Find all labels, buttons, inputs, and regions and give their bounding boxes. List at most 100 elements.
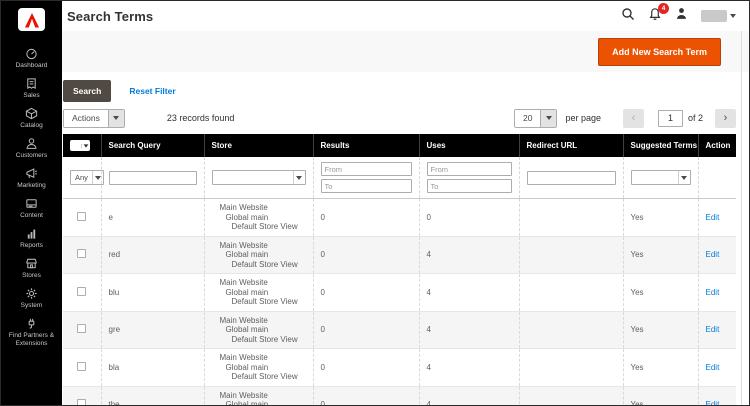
edit-link[interactable]: Edit bbox=[705, 400, 720, 406]
cell-redirect-url bbox=[518, 273, 623, 312]
cell-redirect-url bbox=[518, 348, 623, 387]
table-row: red Main Website Global main Default Sto… bbox=[63, 236, 736, 274]
sidebar-item-content[interactable]: Content bbox=[1, 197, 62, 227]
suggested-terms-filter-select[interactable] bbox=[630, 170, 691, 185]
adobe-logo[interactable] bbox=[18, 8, 45, 31]
edit-link[interactable]: Edit bbox=[705, 362, 720, 372]
sidebar-item-label: Reports bbox=[20, 242, 43, 249]
cell-store: Main Website Global main Default Store V… bbox=[203, 273, 313, 312]
column-header-search-query[interactable]: Search Query bbox=[101, 134, 205, 157]
results-to-input[interactable] bbox=[320, 179, 412, 193]
sidebar-item-label: Find Partners & Extensions bbox=[8, 332, 55, 347]
cell-store: Main Website Global main Default Store V… bbox=[203, 236, 313, 274]
row-checkbox[interactable] bbox=[77, 249, 87, 259]
cell-search-query: gre bbox=[100, 311, 204, 349]
edit-link[interactable]: Edit bbox=[705, 325, 720, 335]
next-page-button[interactable]: › bbox=[715, 108, 736, 128]
select-all-dropdown[interactable] bbox=[70, 140, 90, 151]
admin-user-icon[interactable] bbox=[675, 7, 688, 25]
search-button[interactable]: Search bbox=[63, 80, 112, 102]
cell-search-query: the bbox=[100, 386, 204, 405]
cell-results: 0 bbox=[312, 198, 419, 237]
card-icon bbox=[25, 197, 38, 210]
search-terms-grid: Search Query Store Results Uses Redirect… bbox=[63, 134, 736, 406]
results-from-input[interactable] bbox=[320, 162, 412, 176]
sidebar-item-stores[interactable]: Stores bbox=[1, 257, 62, 287]
search-icon[interactable] bbox=[621, 7, 635, 26]
any-filter-select[interactable]: Any bbox=[70, 170, 104, 185]
uses-to-input[interactable] bbox=[426, 179, 512, 193]
row-checkbox[interactable] bbox=[77, 324, 87, 334]
cell-redirect-url bbox=[518, 236, 623, 274]
per-page-select[interactable]: 20 bbox=[513, 108, 558, 128]
filter-actions: Search Reset Filter bbox=[63, 80, 749, 102]
cell-suggested-terms: Yes bbox=[622, 348, 698, 387]
add-new-search-term-button[interactable]: Add New Search Term bbox=[598, 37, 721, 66]
table-row: the Main Website Global main Default Sto… bbox=[63, 386, 736, 406]
edit-link[interactable]: Edit bbox=[705, 287, 720, 297]
cell-results: 0 bbox=[312, 348, 419, 387]
sidebar-item-reports[interactable]: Reports bbox=[1, 227, 62, 257]
column-header-results[interactable]: Results bbox=[313, 134, 420, 157]
column-header-suggested-terms[interactable]: Suggested Terms bbox=[623, 134, 699, 157]
user-menu[interactable] bbox=[701, 10, 736, 22]
column-header-action: Action bbox=[698, 134, 736, 157]
cell-search-query: red bbox=[100, 236, 204, 274]
bar-chart-icon bbox=[25, 227, 38, 240]
column-header-store[interactable]: Store bbox=[204, 134, 314, 157]
sidebar-item-sales[interactable]: Sales bbox=[1, 77, 62, 107]
megaphone-icon bbox=[25, 167, 38, 180]
sidebar-item-dashboard[interactable]: Dashboard bbox=[1, 47, 62, 77]
page-number-input[interactable] bbox=[657, 109, 683, 127]
gauge-icon bbox=[25, 47, 38, 60]
records-count: 23 records found bbox=[166, 113, 235, 123]
select-all-header bbox=[63, 134, 102, 157]
person-icon bbox=[25, 137, 38, 150]
page-header: Search Terms 4 bbox=[62, 1, 749, 31]
receipt-icon bbox=[25, 77, 38, 90]
grid-filter-row: Any bbox=[63, 157, 736, 199]
box-icon bbox=[25, 107, 38, 120]
sidebar-item-label: Catalog bbox=[20, 122, 43, 129]
row-checkbox[interactable] bbox=[77, 399, 87, 405]
sidebar-item-system[interactable]: System bbox=[1, 287, 62, 317]
chevron-down-icon bbox=[730, 14, 736, 18]
uses-from-input[interactable] bbox=[426, 162, 512, 176]
store-filter-select[interactable] bbox=[211, 170, 306, 185]
sidebar-item-customers[interactable]: Customers bbox=[1, 137, 62, 167]
cell-uses: 0 bbox=[418, 198, 519, 237]
chevron-down-icon bbox=[91, 171, 103, 184]
sidebar-nav: Dashboard Sales Catalog Customers bbox=[1, 1, 62, 405]
chevron-down-icon bbox=[540, 109, 557, 127]
edit-link[interactable]: Edit bbox=[705, 250, 720, 260]
grid-toolbar: Actions 23 records found 20 per page ‹ o… bbox=[63, 108, 736, 128]
table-row: gre Main Website Global main Default Sto… bbox=[63, 311, 736, 349]
cell-uses: 4 bbox=[418, 311, 519, 349]
column-header-redirect-url[interactable]: Redirect URL bbox=[519, 134, 624, 157]
search-query-filter-input[interactable] bbox=[108, 170, 197, 185]
table-row: e Main Website Global main Default Store… bbox=[63, 198, 736, 237]
sidebar-item-find-partners[interactable]: Find Partners & Extensions bbox=[1, 317, 62, 347]
row-checkbox[interactable] bbox=[77, 211, 87, 221]
cell-redirect-url bbox=[518, 198, 623, 237]
previous-page-button[interactable]: ‹ bbox=[622, 108, 644, 128]
cell-suggested-terms: Yes bbox=[622, 198, 698, 237]
actions-dropdown[interactable]: Actions bbox=[63, 108, 125, 128]
row-checkbox[interactable] bbox=[77, 286, 87, 296]
sidebar-item-catalog[interactable]: Catalog bbox=[1, 107, 62, 137]
redirect-url-filter-input[interactable] bbox=[526, 170, 616, 185]
row-checkbox[interactable] bbox=[77, 361, 87, 371]
cell-redirect-url bbox=[518, 386, 623, 405]
grid-header-row: Search Query Store Results Uses Redirect… bbox=[63, 134, 736, 157]
reset-filter-link[interactable]: Reset Filter bbox=[129, 86, 176, 96]
sidebar-item-label: Content bbox=[20, 212, 43, 219]
edit-link[interactable]: Edit bbox=[705, 212, 720, 222]
cell-uses: 4 bbox=[418, 273, 519, 312]
notifications-bell-icon[interactable]: 4 bbox=[648, 2, 669, 26]
cell-results: 0 bbox=[312, 311, 419, 349]
cell-search-query: bla bbox=[100, 348, 204, 387]
scrollbar-track[interactable] bbox=[741, 31, 742, 405]
column-header-uses[interactable]: Uses bbox=[419, 134, 520, 157]
sidebar-item-marketing[interactable]: Marketing bbox=[1, 167, 62, 197]
